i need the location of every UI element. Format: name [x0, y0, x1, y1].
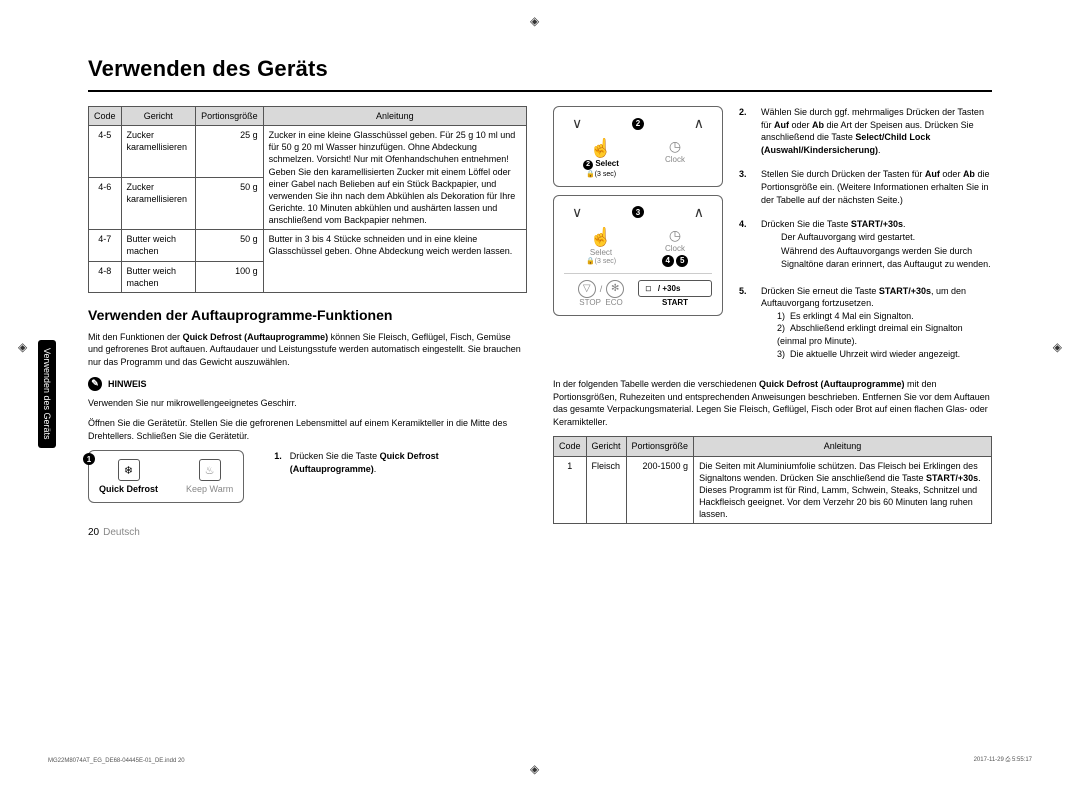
lock-hint: 🔒(3 sec) — [564, 170, 638, 178]
up-arrow-icon: ∧ — [694, 204, 704, 221]
defrost-table: Code Gericht Portionsgröße Anleitung 1 F… — [553, 436, 992, 524]
down-arrow-icon: ∨ — [572, 115, 582, 132]
registration-mark-left: ◈ — [18, 340, 27, 354]
page-number: 20Deutsch — [88, 527, 527, 538]
cell-code: 4-6 — [89, 178, 122, 230]
cell-portion: 50 g — [196, 178, 264, 230]
step-item: 4. Drücken Sie die Taste START/+30s. Der… — [739, 218, 992, 272]
bullet: Der Auftauvorgang wird gestartet. — [781, 231, 992, 244]
step-item: 3. Stellen Sie durch Drücken der Tasten … — [739, 168, 992, 206]
footer-left: MG22M8074AT_EG_DE68-04445E-01_DE.indd 20 — [48, 758, 185, 764]
cell-instruction: Butter in 3 bis 4 Stücke schneiden und i… — [263, 230, 526, 293]
th-portion: Portionsgröße — [626, 437, 694, 456]
section-heading: Verwenden der Auftauprogramme-Funktionen — [88, 307, 527, 323]
info-icon: ✎ — [88, 377, 102, 391]
defrost-table-intro: In der folgenden Tabelle werden die vers… — [553, 378, 992, 428]
cell-portion: 200-1500 g — [626, 456, 694, 524]
cell-portion: 50 g — [196, 230, 264, 261]
cell-code: 4-8 — [89, 261, 122, 292]
cell-dish: Fleisch — [586, 456, 626, 524]
hinweis-header: ✎ HINWEIS — [88, 377, 527, 391]
eco-label: ECO — [605, 298, 622, 307]
quick-defrost-label: Quick Defrost — [99, 484, 158, 494]
eco-icon: ✻ — [606, 280, 624, 298]
step-num: 1. — [274, 450, 282, 475]
th-portion: Portionsgröße — [196, 107, 264, 126]
hand-tap-icon: ☝ — [564, 138, 638, 159]
sub-item: 2) Abschließend erklingt dreimal ein Sig… — [777, 322, 992, 347]
step-badge-5: 5 — [676, 255, 688, 267]
clock-label: Clock — [638, 155, 712, 164]
quick-defrost-icon: ❄︎ — [118, 459, 140, 481]
step-item: 2. Wählen Sie durch ggf. mehrmaliges Drü… — [739, 106, 992, 156]
cell-dish: Butter weich machen — [121, 230, 196, 261]
footer-right: 2017-11-29 ⎙ 5:55:17 — [974, 757, 1032, 764]
down-arrow-icon: ∨ — [572, 204, 582, 221]
stop-label: STOP — [579, 298, 601, 307]
up-arrow-icon: ∧ — [694, 115, 704, 132]
cell-code: 4-7 — [89, 230, 122, 261]
instruction-steps: 2. Wählen Sie durch ggf. mehrmaliges Drü… — [739, 106, 992, 372]
hinweis-label: HINWEIS — [108, 379, 147, 389]
cell-dish: Zucker karamellisieren — [121, 126, 196, 178]
th-instruction: Anleitung — [694, 437, 992, 456]
clock-icon: ◷ — [638, 138, 712, 155]
table-row: 4-5 Zucker karamellisieren 25 g Zucker i… — [89, 126, 527, 178]
start-label: START — [638, 298, 712, 307]
th-dish: Gericht — [121, 107, 196, 126]
th-code: Code — [554, 437, 587, 456]
table-row: 4-7 Butter weich machen 50 g Butter in 3… — [89, 230, 527, 261]
side-tab: Verwenden des Geräts — [38, 340, 56, 448]
step-badge-2: 2 — [632, 118, 644, 130]
step-item: 5. Drücken Sie erneut die Taste START/+3… — [739, 285, 992, 361]
hinweis-text-1: Verwenden Sie nur mikrowellengeeignetes … — [88, 397, 527, 410]
select-label: Select — [595, 159, 619, 168]
registration-mark-top: ◈ — [530, 14, 539, 28]
cell-dish: Butter weich machen — [121, 261, 196, 292]
stop-icon: ▽ — [578, 280, 596, 298]
step-badge-1: 1 — [83, 453, 95, 465]
select-label-grey: Select — [564, 248, 638, 257]
step-badge-4: 4 — [662, 255, 674, 267]
cell-code: 1 — [554, 456, 587, 524]
lock-hint-grey: 🔒(3 sec) — [564, 257, 638, 265]
th-code: Code — [89, 107, 122, 126]
intro-paragraph: Mit den Funktionen der Quick Defrost (Au… — [88, 331, 527, 369]
registration-mark-right: ◈ — [1053, 340, 1062, 354]
cell-instruction: Zucker in eine kleine Glasschüssel geben… — [263, 126, 526, 230]
right-column: ∨ 2 ∧ ☝ 2 Select 🔒(3 sec) ◷ — [553, 106, 992, 538]
clock-label-grey: Clock — [638, 244, 712, 253]
cell-instruction: Die Seiten mit Aluminiumfolie schützen. … — [694, 456, 992, 524]
keep-warm-label: Keep Warm — [186, 484, 233, 494]
table-row: 1 Fleisch 200-1500 g Die Seiten mit Alum… — [554, 456, 992, 524]
hand-tap-icon: ☝ — [564, 227, 638, 248]
cell-portion: 100 g — [196, 261, 264, 292]
clock-icon: ◷ — [638, 227, 712, 244]
page-title: Verwenden des Geräts — [88, 56, 992, 82]
control-panel-step345: ∨ 3 ∧ ☝ Select 🔒(3 sec) ◷ — [553, 195, 723, 316]
bullet: Während des Auftauvorgangs werden Sie du… — [781, 245, 992, 270]
step-badge-2b: 2 — [583, 160, 593, 170]
start-button-icon: ◇/ +30s — [638, 280, 712, 297]
sub-item: 1) Es erklingt 4 Mal ein Signalton. — [777, 310, 992, 323]
step-badge-3: 3 — [632, 206, 644, 218]
button-panel-step1: 1 ❄︎ Quick Defrost ♨ Keep Warm — [88, 450, 244, 503]
keep-warm-icon: ♨ — [199, 459, 221, 481]
left-column: Code Gericht Portionsgröße Anleitung 4-5… — [88, 106, 527, 538]
th-instruction: Anleitung — [263, 107, 526, 126]
sub-item: 3) Die aktuelle Uhrzeit wird wieder ange… — [777, 348, 992, 361]
cell-dish: Zucker karamellisieren — [121, 178, 196, 230]
hinweis-text-2: Öffnen Sie die Gerätetür. Stellen Sie di… — [88, 417, 527, 442]
cell-portion: 25 g — [196, 126, 264, 178]
step-1-text: Drücken Sie die Taste Quick Defrost (Auf… — [290, 450, 527, 475]
registration-mark-bottom: ◈ — [530, 762, 539, 776]
recipe-table-1: Code Gericht Portionsgröße Anleitung 4-5… — [88, 106, 527, 293]
control-panel-step2: ∨ 2 ∧ ☝ 2 Select 🔒(3 sec) ◷ — [553, 106, 723, 187]
cell-code: 4-5 — [89, 126, 122, 178]
th-dish: Gericht — [586, 437, 626, 456]
title-rule — [88, 90, 992, 92]
